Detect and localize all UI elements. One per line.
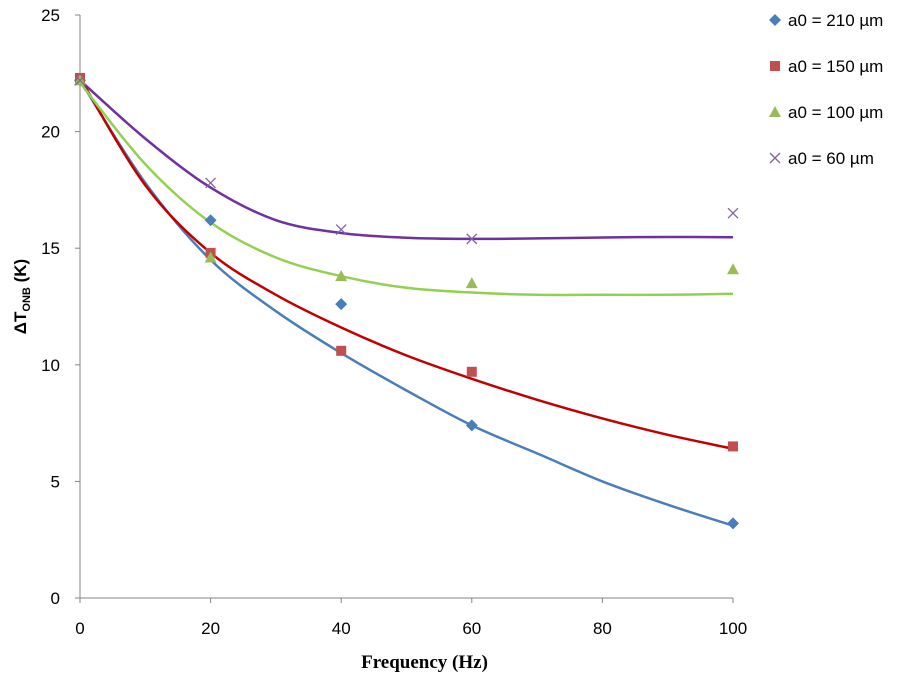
data-point-a0-60: [205, 177, 217, 189]
trendline-a0-60: [79, 79, 734, 241]
legend-marker-a0-150: [770, 61, 780, 71]
data-point-a0-210: [335, 298, 348, 311]
x-tick-label: 100: [719, 619, 747, 638]
legend-marker-a0-210: [769, 14, 781, 26]
data-point-a0-100: [727, 263, 739, 275]
x-tick-label: 40: [332, 619, 351, 638]
data-point-a0-210: [204, 214, 217, 227]
trendline-a0-210: [78, 79, 734, 527]
data-point-a0-60: [74, 74, 86, 86]
y-tick-label: 15: [41, 239, 60, 258]
y-axis-title-main: ΔT: [11, 311, 30, 334]
legend-label-a0-60: a0 = 60 µm: [788, 149, 874, 168]
data-point-a0-60: [335, 224, 347, 236]
x-tick-label: 20: [201, 619, 220, 638]
trendline-a0-100: [79, 81, 734, 297]
trendlines: [78, 77, 734, 527]
y-axis-ticks: 0 5 10 15 20 25: [41, 6, 80, 608]
y-tick-label: 25: [41, 6, 60, 25]
x-tick-label: 80: [593, 619, 612, 638]
data-point-a0-150: [728, 441, 738, 452]
x-tick-label: 0: [75, 619, 84, 638]
y-tick-label: 0: [51, 589, 60, 608]
data-point-a0-150: [466, 366, 477, 377]
legend-marker-a0-60: [769, 152, 781, 164]
legend-marker-a0-100: [769, 106, 781, 117]
data-markers: [74, 72, 739, 530]
legend-label-a0-150: a0 = 150 µm: [788, 57, 883, 76]
x-tick-label: 60: [462, 619, 481, 638]
y-axis-title: ΔTONB (K): [11, 259, 33, 334]
data-point-a0-210: [465, 419, 478, 432]
axes: 0 20 40 60 80 100 0 5 10 15 20 25: [41, 6, 747, 638]
y-axis-title-subscript: ONB: [21, 287, 33, 312]
x-axis-title: Frequency (Hz): [361, 652, 488, 673]
y-axis-title-suffix: (K): [11, 259, 30, 287]
data-point-a0-100: [204, 251, 217, 263]
data-point-a0-100: [335, 270, 348, 282]
y-tick-label: 10: [41, 356, 60, 375]
x-axis-ticks: 0 20 40 60 80 100: [75, 598, 747, 638]
legend-label-a0-100: a0 = 100 µm: [788, 103, 883, 122]
data-point-a0-60: [727, 207, 739, 219]
trendline-a0-150: [78, 77, 734, 451]
data-point-a0-210: [727, 517, 739, 530]
data-point-a0-60: [466, 233, 478, 245]
data-point-a0-100: [465, 277, 478, 289]
y-tick-label: 20: [41, 123, 60, 142]
legend: a0 = 210 µm a0 = 150 µm a0 = 100 µm a0 = 60…: [769, 11, 883, 168]
legend-label-a0-210: a0 = 210 µm: [788, 11, 883, 30]
data-point-a0-150: [336, 345, 347, 356]
y-tick-label: 5: [51, 472, 60, 491]
